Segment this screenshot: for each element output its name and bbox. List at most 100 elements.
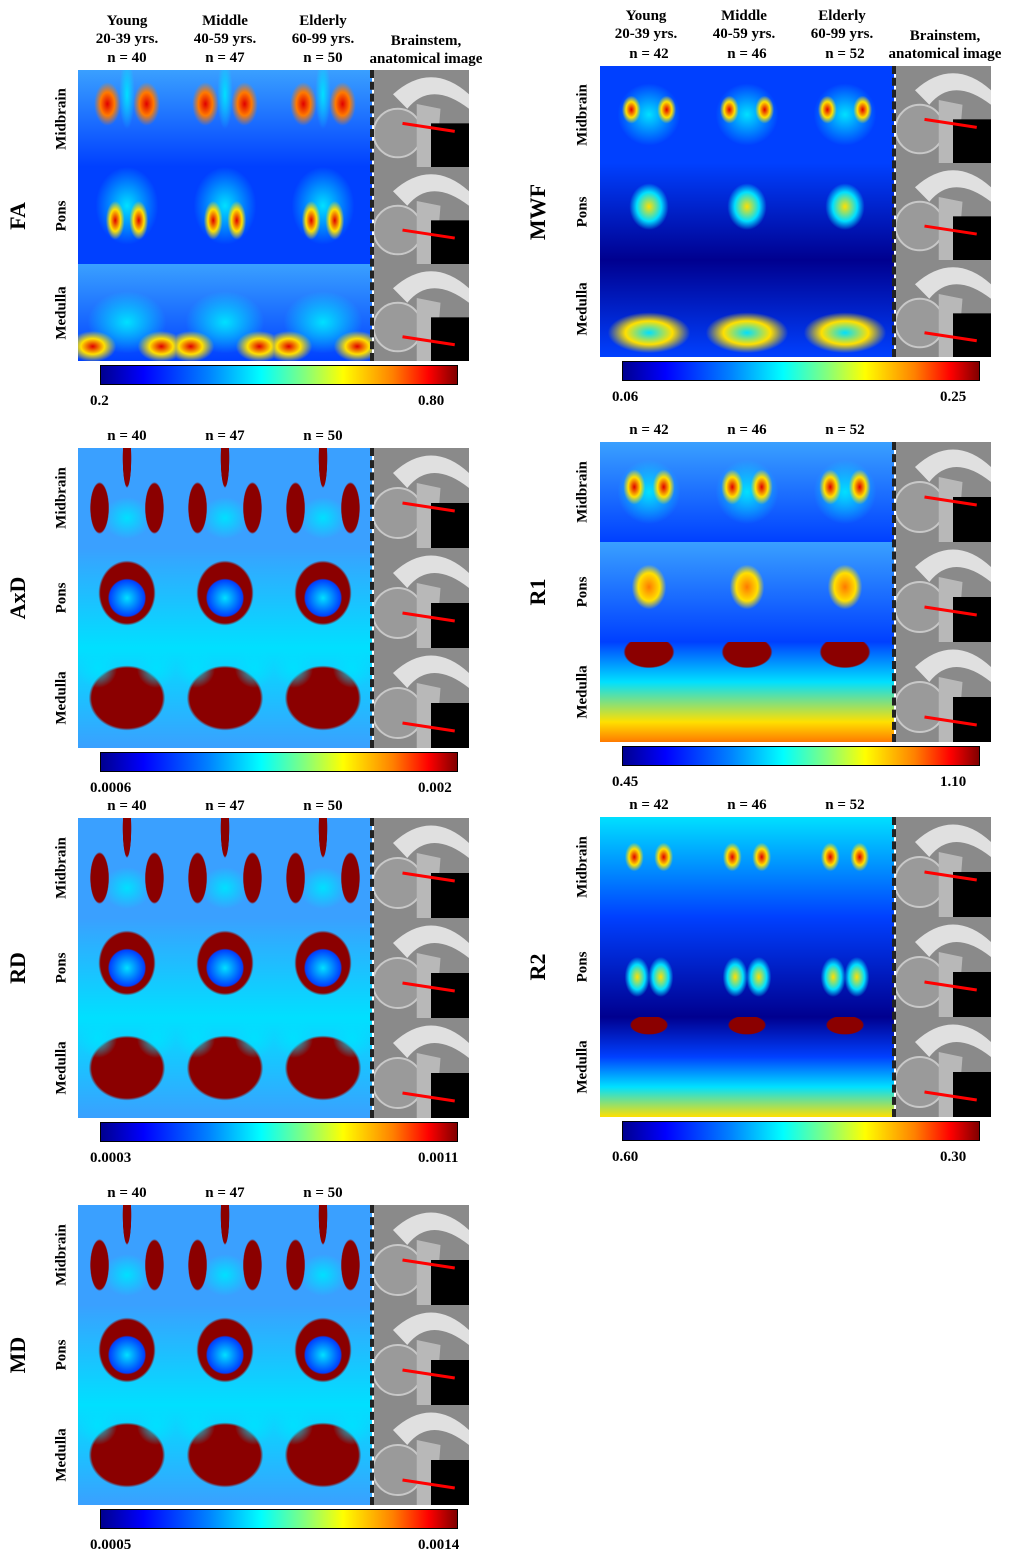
right-panel-mwf-n-0: n = 42: [629, 46, 669, 62]
right-header-elderly: Elderly 60-99 yrs.: [792, 7, 892, 43]
left-panel-md-anatomical-midbrain: [374, 1205, 469, 1305]
left-panel-md-divider: [370, 1205, 374, 1505]
left-header-anatomical-line-1: anatomical image: [369, 51, 483, 67]
anatomical-slice-svg: [374, 1205, 469, 1305]
left-panel-md-n-2: n = 50: [303, 1185, 343, 1201]
right-panel-r1-slice-medulla-1: [698, 642, 796, 742]
left-panel-md-slice-medulla-1: [176, 1405, 274, 1505]
left-panel-fa-n-2: n = 50: [303, 50, 343, 66]
left-panel-axd-divider: [370, 448, 374, 748]
right-panel-r1-slice-midbrain-1: [698, 442, 796, 542]
right-panel-r2-slice-pons-2: [796, 917, 894, 1017]
left-panel-fa-anatomical-midbrain: [374, 70, 469, 167]
left-header-middle: Middle 40-59 yrs.: [175, 12, 275, 48]
left-panel-md-region-midbrain: Midbrain: [53, 1224, 70, 1286]
right-header-anatomical-line-1: anatomical image: [888, 46, 1002, 62]
right-panel-mwf-slice-medulla-2: [796, 260, 894, 357]
right-panel-mwf-slice-pons-0: [600, 163, 698, 260]
left-panel-rd-region-midbrain: Midbrain: [53, 837, 70, 899]
right-panel-r2-region-midbrain: Midbrain: [574, 836, 591, 898]
right-panel-mwf-anatomical-midbrain: [896, 66, 991, 163]
left-panel-fa-slice-midbrain-0: [78, 70, 176, 167]
right-panel-mwf-slice-midbrain-2: [796, 66, 894, 163]
left-panel-fa-slice-medulla-2: [274, 264, 372, 361]
right-panel-r1-region-pons: Pons: [574, 576, 591, 608]
right-panel-r2-region-medulla: Medulla: [574, 1040, 591, 1094]
left-header-young-group: Young: [106, 13, 148, 29]
left-panel-fa-slice-pons-0: [78, 167, 176, 264]
left-panel-rd-anatomical-midbrain: [374, 818, 469, 918]
left-panel-fa-anatomical-medulla: [374, 264, 469, 361]
right-panel-r1-divider: [892, 442, 896, 742]
left-panel-fa-colorbar-min: 0.2: [90, 393, 109, 409]
right-panel-r2-region-pons: Pons: [574, 951, 591, 983]
anatomical-slice-svg: [374, 167, 469, 264]
right-panel-r1-slice-midbrain-2: [796, 442, 894, 542]
left-header-elderly: Elderly 60-99 yrs.: [273, 12, 373, 48]
right-panel-r1-slice-medulla-2: [796, 642, 894, 742]
left-panel-rd-slice-medulla-0: [78, 1018, 176, 1118]
right-panel-r1-colorbar-min: 0.45: [612, 774, 639, 790]
left-panel-rd-colorbar-min: 0.0003: [90, 1150, 132, 1166]
left-panel-fa-slice-midbrain-1: [176, 70, 274, 167]
anatomical-slice-svg: [896, 817, 991, 917]
left-panel-md-region-medulla: Medulla: [53, 1428, 70, 1482]
left-panel-axd-colorbar-min: 0.0006: [90, 780, 132, 796]
right-panel-mwf-slice-pons-1: [698, 163, 796, 260]
right-panel-r1-metric-label: R1: [525, 578, 550, 606]
anatomical-slice-svg: [374, 70, 469, 167]
right-header-middle-group: Middle: [721, 8, 767, 24]
anatomical-slice-svg: [374, 1405, 469, 1505]
right-panel-r1-region-medulla: Medulla: [574, 665, 591, 719]
right-panel-mwf-slice-pons-2: [796, 163, 894, 260]
right-panel-r2-slice-medulla-0: [600, 1017, 698, 1117]
left-panel-axd-slice-medulla-0: [78, 648, 176, 748]
left-panel-rd-slice-pons-2: [274, 918, 372, 1018]
left-panel-fa-slice-midbrain-2: [274, 70, 372, 167]
left-panel-axd-n-1: n = 47: [205, 428, 245, 444]
left-panel-axd-slice-midbrain-0: [78, 448, 176, 548]
right-panel-r1-n-0: n = 42: [629, 422, 669, 438]
right-panel-r2-slice-pons-0: [600, 917, 698, 1017]
left-panel-fa-anatomical-pons: [374, 167, 469, 264]
left-panel-rd-anatomical-pons: [374, 918, 469, 1018]
anatomical-slice-svg: [896, 66, 991, 163]
anatomical-slice-svg: [896, 260, 991, 357]
left-header-elderly-years: 60-99 yrs.: [291, 31, 355, 47]
right-panel-r2-divider: [892, 817, 896, 1117]
left-panel-axd-n-0: n = 40: [107, 428, 147, 444]
right-header-middle: Middle 40-59 yrs.: [694, 7, 794, 43]
left-panel-rd-anatomical-medulla: [374, 1018, 469, 1118]
left-panel-md-colorbar-max: 0.0014: [418, 1537, 460, 1553]
right-panel-r2-slice-medulla-1: [698, 1017, 796, 1117]
left-panel-fa-region-pons: Pons: [53, 200, 70, 231]
left-panel-md-anatomical-medulla: [374, 1405, 469, 1505]
right-panel-r2-colorbar-min: 0.60: [612, 1149, 639, 1165]
right-panel-mwf-colorbar-max: 0.25: [940, 389, 967, 405]
right-panel-r1-n-2: n = 52: [825, 422, 865, 438]
anatomical-slice-svg: [374, 1018, 469, 1118]
right-panel-r1-anatomical-midbrain: [896, 442, 991, 542]
right-panel-r1-slice-pons-1: [698, 542, 796, 642]
right-panel-mwf-slice-medulla-0: [600, 260, 698, 357]
anatomical-slice-svg: [374, 648, 469, 748]
left-panel-axd-colorbar-max: 0.002: [418, 780, 452, 796]
left-panel-md-region-pons: Pons: [53, 1339, 70, 1371]
anatomical-slice-svg: [896, 163, 991, 260]
left-panel-axd-anatomical-midbrain: [374, 448, 469, 548]
right-panel-r2-slice-pons-1: [698, 917, 796, 1017]
left-panel-fa-metric-label: FA: [5, 201, 30, 230]
left-header-elderly-group: Elderly: [299, 13, 347, 29]
right-panel-r2-colorbar: [622, 1121, 980, 1141]
right-panel-r2-slice-midbrain-1: [698, 817, 796, 917]
left-panel-axd-slice-pons-2: [274, 548, 372, 648]
right-header-elderly-years: 60-99 yrs.: [810, 26, 874, 42]
anatomical-slice-svg: [374, 264, 469, 361]
left-panel-fa-slice-pons-1: [176, 167, 274, 264]
left-panel-fa-slice-medulla-0: [78, 264, 176, 361]
right-panel-r2-anatomical-medulla: [896, 1017, 991, 1117]
left-panel-rd-colorbar-max: 0.0011: [418, 1150, 459, 1166]
right-panel-mwf-region-midbrain: Midbrain: [574, 83, 591, 146]
right-panel-mwf-n-2: n = 52: [825, 46, 865, 62]
right-panel-r1-anatomical-pons: [896, 542, 991, 642]
